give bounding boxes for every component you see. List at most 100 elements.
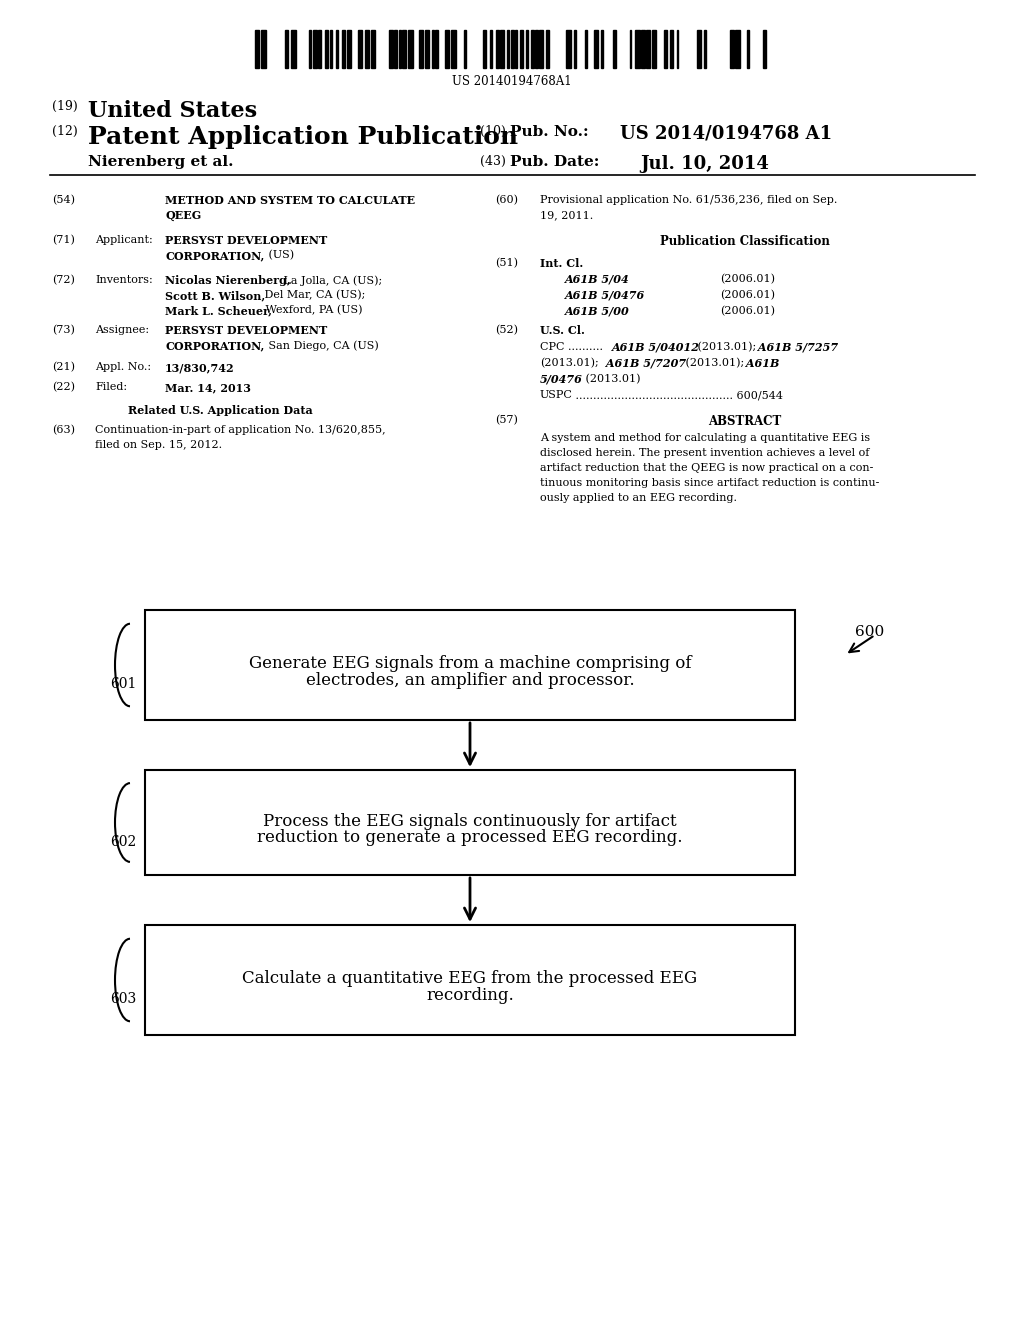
Bar bbox=[585, 30, 587, 69]
Text: United States: United States bbox=[88, 100, 257, 121]
Text: (73): (73) bbox=[52, 325, 75, 335]
Bar bbox=[630, 30, 632, 69]
Bar bbox=[402, 30, 407, 69]
Text: Generate EEG signals from a machine comprising of: Generate EEG signals from a machine comp… bbox=[249, 655, 691, 672]
Text: Process the EEG signals continuously for artifact: Process the EEG signals continuously for… bbox=[263, 813, 677, 829]
Text: PERSYST DEVELOPMENT: PERSYST DEVELOPMENT bbox=[165, 325, 328, 337]
Text: A61B 5/04: A61B 5/04 bbox=[565, 275, 630, 285]
Text: A61B 5/0476: A61B 5/0476 bbox=[565, 290, 645, 301]
Bar bbox=[748, 30, 750, 69]
Bar bbox=[336, 30, 338, 69]
Text: Appl. No.:: Appl. No.: bbox=[95, 362, 152, 372]
Bar bbox=[330, 30, 332, 69]
Text: (63): (63) bbox=[52, 425, 75, 436]
Text: Wexford, PA (US): Wexford, PA (US) bbox=[262, 305, 362, 315]
Bar bbox=[526, 30, 528, 69]
Text: Publication Classification: Publication Classification bbox=[660, 235, 829, 248]
Bar bbox=[145, 610, 795, 719]
Text: (2013.01);: (2013.01); bbox=[682, 358, 744, 368]
Text: (2006.01): (2006.01) bbox=[720, 290, 775, 301]
Text: filed on Sep. 15, 2012.: filed on Sep. 15, 2012. bbox=[95, 440, 222, 450]
Bar bbox=[566, 30, 570, 69]
Text: Patent Application Publication: Patent Application Publication bbox=[88, 125, 518, 149]
Bar bbox=[372, 30, 375, 69]
Bar bbox=[531, 30, 534, 69]
Text: QEEG: QEEG bbox=[165, 210, 202, 220]
Text: recording.: recording. bbox=[426, 987, 514, 1005]
Text: (54): (54) bbox=[52, 195, 75, 206]
Bar bbox=[398, 30, 400, 69]
Bar bbox=[365, 30, 369, 69]
Text: (2013.01);: (2013.01); bbox=[540, 358, 599, 368]
Bar bbox=[432, 30, 434, 69]
Bar bbox=[419, 30, 423, 69]
Bar bbox=[641, 30, 645, 69]
Bar bbox=[393, 30, 397, 69]
Bar bbox=[358, 30, 362, 69]
Text: (2013.01);: (2013.01); bbox=[694, 342, 757, 352]
Bar bbox=[665, 30, 667, 69]
Text: 600: 600 bbox=[855, 624, 885, 639]
Bar bbox=[515, 30, 517, 69]
Text: Int. Cl.: Int. Cl. bbox=[540, 257, 584, 269]
Bar bbox=[646, 30, 650, 69]
Bar bbox=[145, 770, 795, 875]
Bar bbox=[763, 30, 766, 69]
Text: Nicolas Nierenberg,: Nicolas Nierenberg, bbox=[165, 275, 291, 286]
Bar bbox=[613, 30, 616, 69]
Bar bbox=[389, 30, 393, 69]
Text: La Jolla, CA (US);: La Jolla, CA (US); bbox=[280, 275, 382, 285]
Bar bbox=[735, 30, 740, 69]
Text: CORPORATION,: CORPORATION, bbox=[165, 341, 264, 351]
Text: disclosed herein. The present invention achieves a level of: disclosed herein. The present invention … bbox=[540, 447, 869, 458]
Text: ............................................. 600/544: ........................................… bbox=[572, 389, 783, 400]
Text: 601: 601 bbox=[110, 677, 136, 690]
Text: USPC: USPC bbox=[540, 389, 572, 400]
Text: 5/0476: 5/0476 bbox=[540, 374, 583, 385]
Text: (19): (19) bbox=[52, 100, 78, 114]
Text: (60): (60) bbox=[495, 195, 518, 206]
Text: Calculate a quantitative EEG from the processed EEG: Calculate a quantitative EEG from the pr… bbox=[243, 970, 697, 987]
Text: ously applied to an EEG recording.: ously applied to an EEG recording. bbox=[540, 492, 737, 503]
Text: Provisional application No. 61/536,236, filed on Sep.: Provisional application No. 61/536,236, … bbox=[540, 195, 838, 205]
Text: METHOD AND SYSTEM TO CALCULATE: METHOD AND SYSTEM TO CALCULATE bbox=[165, 195, 415, 206]
Text: U.S. Cl.: U.S. Cl. bbox=[540, 325, 585, 337]
Bar bbox=[435, 30, 438, 69]
Text: A61B 5/00: A61B 5/00 bbox=[565, 306, 630, 317]
Bar bbox=[482, 30, 486, 69]
Text: Continuation-in-part of application No. 13/620,855,: Continuation-in-part of application No. … bbox=[95, 425, 386, 436]
Bar bbox=[318, 30, 322, 69]
Bar bbox=[705, 30, 706, 69]
Text: ABSTRACT: ABSTRACT bbox=[709, 414, 781, 428]
Bar bbox=[520, 30, 523, 69]
Bar bbox=[464, 30, 466, 69]
Text: tinuous monitoring basis since artifact reduction is continu-: tinuous monitoring basis since artifact … bbox=[540, 478, 880, 488]
Bar bbox=[255, 30, 259, 69]
Text: Pub. Date:: Pub. Date: bbox=[510, 154, 599, 169]
Bar bbox=[573, 30, 575, 69]
Bar bbox=[546, 30, 549, 69]
Bar bbox=[309, 30, 311, 69]
Text: (US): (US) bbox=[265, 249, 294, 260]
Text: reduction to generate a processed EEG recording.: reduction to generate a processed EEG re… bbox=[257, 829, 683, 846]
Text: A system and method for calculating a quantitative EEG is: A system and method for calculating a qu… bbox=[540, 433, 870, 444]
Text: (21): (21) bbox=[52, 362, 75, 372]
Text: (72): (72) bbox=[52, 275, 75, 285]
Text: Scott B. Wilson,: Scott B. Wilson, bbox=[165, 290, 265, 301]
Text: A61B 5/7257: A61B 5/7257 bbox=[754, 342, 838, 352]
Bar bbox=[145, 925, 795, 1035]
Text: artifact reduction that the QEEG is now practical on a con-: artifact reduction that the QEEG is now … bbox=[540, 463, 873, 473]
Text: San Diego, CA (US): San Diego, CA (US) bbox=[265, 341, 379, 351]
Bar bbox=[347, 30, 351, 69]
Text: 13/830,742: 13/830,742 bbox=[165, 362, 234, 374]
Bar bbox=[342, 30, 345, 69]
Bar bbox=[500, 30, 504, 69]
Text: Mar. 14, 2013: Mar. 14, 2013 bbox=[165, 381, 251, 393]
Bar bbox=[489, 30, 493, 69]
Text: Jul. 10, 2014: Jul. 10, 2014 bbox=[640, 154, 769, 173]
Text: (57): (57) bbox=[495, 414, 518, 425]
Text: A61B: A61B bbox=[742, 358, 779, 370]
Text: (12): (12) bbox=[52, 125, 78, 139]
Text: CORPORATION,: CORPORATION, bbox=[165, 249, 264, 261]
Text: (2013.01): (2013.01) bbox=[582, 374, 640, 384]
